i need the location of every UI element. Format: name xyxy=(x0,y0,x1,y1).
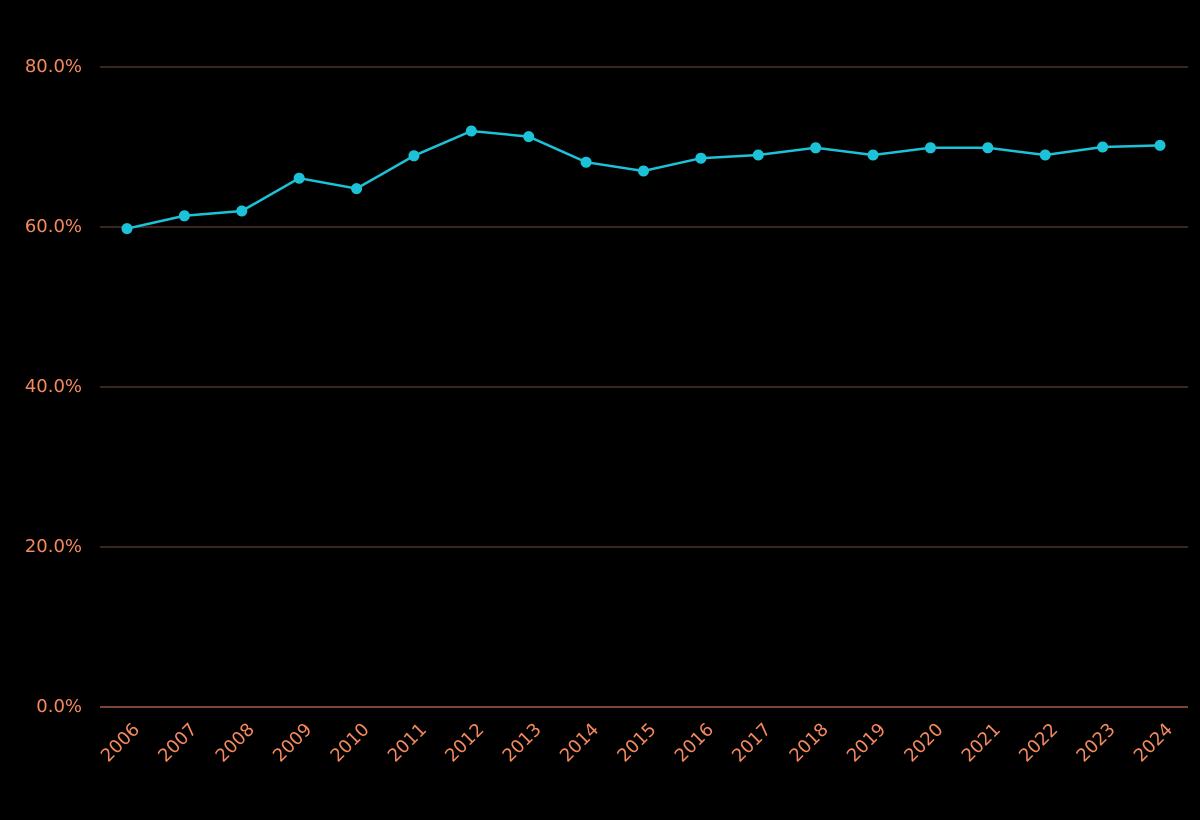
data-point xyxy=(810,142,822,154)
y-tick-label: 20.0% xyxy=(25,536,82,557)
data-point xyxy=(752,149,764,161)
x-tick-label: 2019 xyxy=(843,719,890,766)
x-tick-label: 2010 xyxy=(326,719,373,766)
x-tick-label: 2024 xyxy=(1130,719,1177,766)
y-tick-label: 40.0% xyxy=(25,376,82,397)
y-tick-label: 0.0% xyxy=(36,696,82,717)
data-point xyxy=(121,223,133,235)
data-point xyxy=(867,149,879,161)
data-point xyxy=(465,125,477,137)
data-point xyxy=(695,152,707,164)
data-point xyxy=(580,156,592,168)
series-line xyxy=(126,129,1161,230)
x-tick-label: 2009 xyxy=(269,719,316,766)
data-point xyxy=(1154,139,1166,151)
data-point xyxy=(293,172,305,184)
x-tick-label: 2021 xyxy=(958,719,1005,766)
data-point xyxy=(236,205,248,217)
x-tick-label: 2014 xyxy=(556,719,603,766)
data-point xyxy=(924,142,936,154)
x-tick-label: 2023 xyxy=(1072,719,1119,766)
x-tick-label: 2011 xyxy=(384,719,431,766)
data-point xyxy=(523,131,535,143)
x-tick-label: 2020 xyxy=(900,719,947,766)
data-point xyxy=(982,142,994,154)
x-tick-label: 2015 xyxy=(613,719,660,766)
x-tick-label: 2022 xyxy=(1015,719,1062,766)
data-point xyxy=(178,210,190,222)
x-tick-label: 2017 xyxy=(728,719,775,766)
y-tick-label: 60.0% xyxy=(25,216,82,237)
x-tick-label: 2016 xyxy=(671,719,718,766)
x-tick-label: 2018 xyxy=(785,719,832,766)
x-tick-label: 2007 xyxy=(154,719,201,766)
x-tick-label: 2013 xyxy=(499,719,546,766)
data-point xyxy=(1039,149,1051,161)
data-point xyxy=(638,165,649,177)
data-point xyxy=(351,183,363,195)
data-point xyxy=(408,150,420,162)
x-tick-label: 2012 xyxy=(441,719,488,766)
data-point xyxy=(1097,141,1109,153)
x-tick-label: 2006 xyxy=(97,719,144,766)
x-tick-label: 2008 xyxy=(212,719,259,766)
y-tick-label: 80.0% xyxy=(25,56,82,77)
